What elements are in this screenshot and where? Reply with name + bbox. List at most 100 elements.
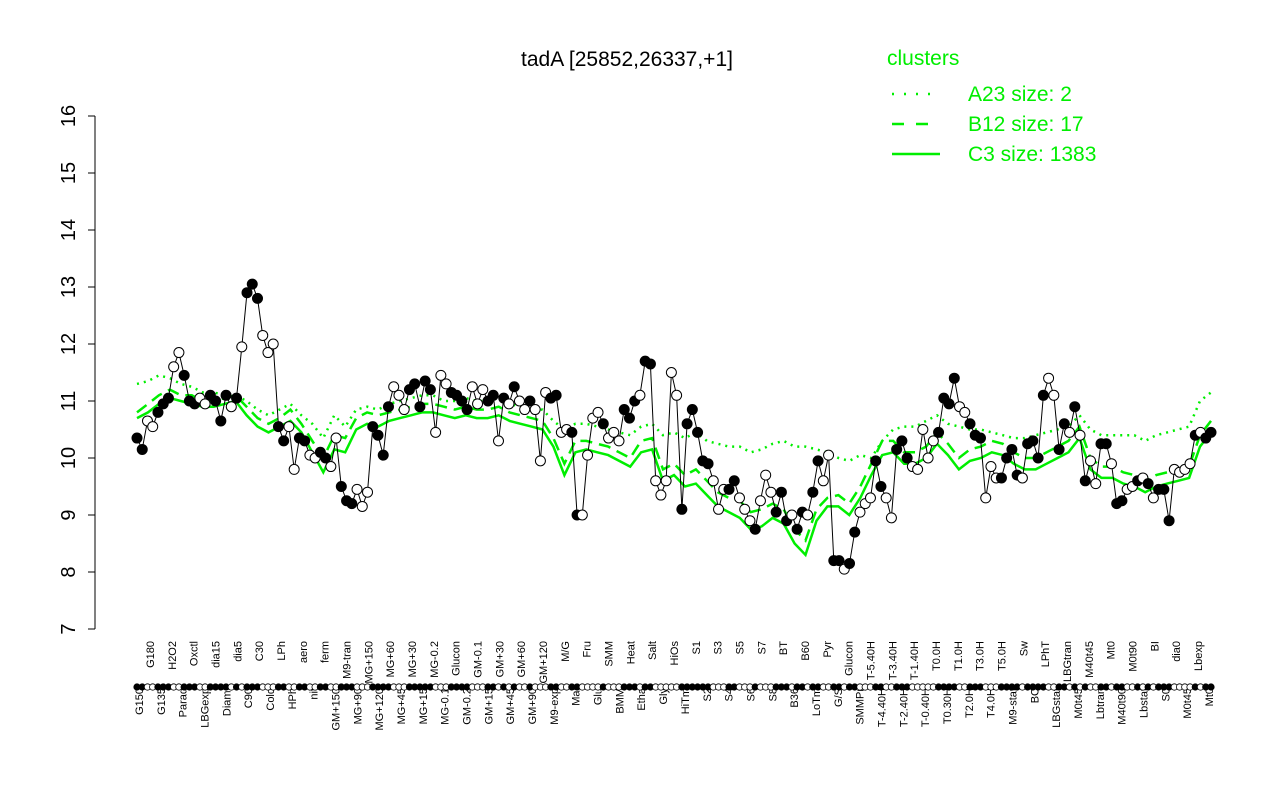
data-point (398, 404, 410, 416)
x-tick-label: Lbexp (1193, 641, 1205, 671)
data-point (582, 449, 594, 461)
data-point (744, 515, 756, 527)
data-point (199, 398, 211, 410)
data-point (844, 557, 856, 569)
x-tick-label: T-2.40H (898, 688, 910, 727)
data-point (461, 404, 473, 416)
data-point (409, 378, 421, 390)
data-point (665, 367, 677, 378)
x-tick-label: S6 (745, 688, 757, 701)
data-point (215, 415, 227, 427)
data-point (980, 492, 992, 504)
data-point (733, 492, 745, 504)
x-tick-label: Mt0 (1204, 688, 1216, 706)
y-tick-label: 8 (58, 566, 80, 577)
x-tick-label: LPh (276, 641, 288, 661)
x-tick-label: M0t45 (1073, 688, 1085, 719)
x-tick-label: T-4.40H (876, 688, 888, 727)
x-tick-label: S3 (713, 641, 725, 654)
data-point (644, 358, 656, 370)
cluster-line-2 (136, 388, 1212, 543)
cluster-line-1 (136, 374, 1212, 463)
data-point (1006, 443, 1018, 455)
x-tick-label: T-3.40H (887, 641, 899, 680)
x-tick-label: Glucon (451, 641, 463, 676)
x-tick-label: GM+150 (331, 688, 343, 731)
x-tick-label: Pyr (822, 641, 834, 658)
data-point (362, 486, 374, 498)
x-tick-label: M0t90 (1128, 641, 1140, 672)
data-point (472, 398, 484, 410)
data-point (1016, 472, 1028, 484)
x-tick-label: LBGtran (1062, 641, 1074, 682)
x-tick-label: GM+120 (538, 641, 550, 684)
legend-title: clusters (887, 47, 959, 70)
cluster-lines (136, 374, 1212, 558)
x-tick-label: Fru (582, 641, 594, 658)
x-tick-label: M/G (560, 641, 572, 662)
data-point (917, 424, 929, 435)
data-point (880, 492, 892, 504)
data-point (943, 398, 955, 410)
x-tick-label: T4.0H (986, 688, 998, 718)
data-point (1053, 443, 1065, 455)
data-point (1205, 426, 1217, 438)
data-point (147, 421, 159, 433)
x-tick-label: MG+90 (352, 688, 364, 724)
x-tick-label: T2.0H (964, 688, 976, 718)
x-tick-label: BT (778, 641, 790, 655)
x-tick-label: Heat (625, 641, 637, 664)
x-tick-label: T5.0H (997, 641, 1009, 671)
x-tick-label: GM+30 (494, 641, 506, 677)
x-tick-label: SMMPr (855, 688, 867, 725)
data-point (367, 421, 379, 433)
x-tick-label: T1.0H (953, 641, 965, 671)
x-tick-label: Mt0 (1106, 641, 1118, 659)
x-tick-label: S0 (1160, 688, 1172, 701)
data-point (241, 287, 253, 299)
data-point (676, 503, 688, 515)
data-point (534, 455, 546, 467)
legend: clusters A23 size: 2 B12 size: 17 C3 size:… (887, 47, 1096, 166)
data-point (707, 475, 719, 487)
data-point (786, 509, 798, 521)
data-point (288, 463, 300, 475)
y-tick-label: 7 (58, 623, 80, 634)
data-point (382, 401, 394, 413)
data-point (896, 435, 908, 447)
data-point (655, 489, 667, 501)
data-point (503, 398, 515, 410)
data-point (623, 412, 635, 424)
data-point (1058, 418, 1070, 430)
expression-line (136, 282, 1212, 570)
cluster-line-3 (136, 396, 1212, 558)
data-point (927, 435, 939, 447)
data-point (419, 375, 431, 387)
data-point (210, 395, 222, 407)
data-point (178, 369, 190, 381)
data-point (948, 372, 960, 384)
data-point (1074, 429, 1086, 441)
data-point (1001, 452, 1013, 464)
data-point (430, 426, 442, 438)
data-point (922, 452, 934, 464)
legend-label: B12 size: 17 (968, 113, 1084, 136)
data-point (330, 432, 342, 444)
x-tick-label: SMM (603, 641, 615, 667)
data-point (152, 406, 164, 418)
x-tick-label: Gly (658, 688, 670, 705)
y-tick-label: 11 (58, 391, 80, 412)
x-tick-label: BC (1029, 688, 1041, 703)
x-tick-label: LBGexp (200, 688, 212, 728)
data-point (592, 406, 604, 418)
x-tick-label: S5 (735, 641, 747, 654)
data-point (770, 506, 782, 518)
x-tick-label: T3.0H (975, 641, 987, 671)
x-tick-label: GM-0.2 (462, 688, 474, 725)
x-tick-label: S7 (756, 641, 768, 654)
x-tick-label: LBGstat (1051, 688, 1063, 728)
x-tick-label: LoTm (811, 688, 823, 716)
data-point (681, 418, 693, 430)
data-point (231, 392, 243, 404)
x-tick-label: dia15 (210, 641, 222, 668)
